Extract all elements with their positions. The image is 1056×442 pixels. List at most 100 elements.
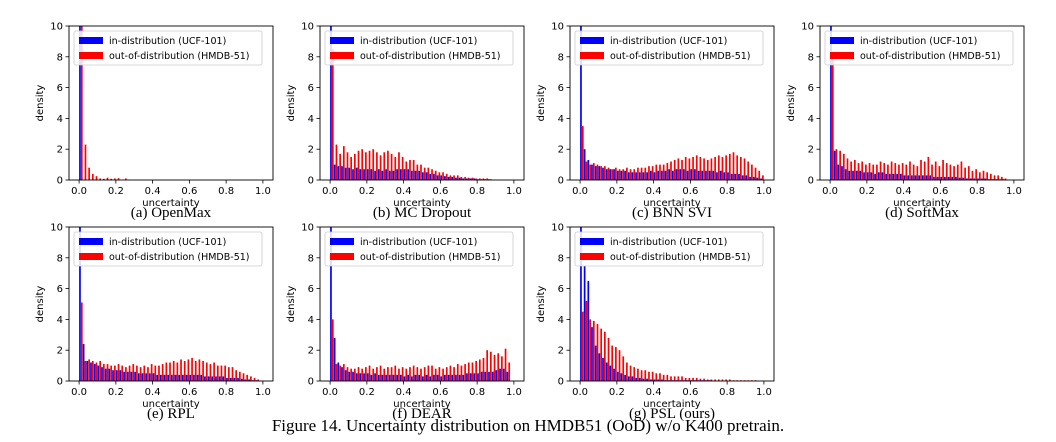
bar-in-distribution <box>583 149 586 180</box>
bar-in-distribution <box>653 172 656 180</box>
bar-out-of-distribution <box>346 367 349 381</box>
bar-out-of-distribution <box>478 178 481 180</box>
bar-out-of-distribution <box>409 159 411 180</box>
bar-out-of-distribution <box>331 49 334 180</box>
legend-swatch-out-of-distribution <box>830 52 854 59</box>
bar-in-distribution <box>341 166 343 180</box>
bar-out-of-distribution <box>618 350 621 381</box>
bar-out-of-distribution <box>361 368 364 381</box>
bar-in-distribution <box>207 376 210 381</box>
bar-in-distribution <box>451 176 454 180</box>
bar-out-of-distribution <box>1001 176 1003 180</box>
bar-out-of-distribution <box>427 167 430 180</box>
legend-swatch-in-distribution <box>580 238 604 245</box>
bar-out-of-distribution <box>357 367 360 381</box>
subplot-caption: (f) DEAR <box>392 406 452 422</box>
bar-in-distribution <box>616 170 619 180</box>
bar-out-of-distribution <box>839 150 841 180</box>
bar-out-of-distribution <box>637 368 639 381</box>
x-tick-label: 0.8 <box>218 387 234 398</box>
y-tick-label: 8 <box>808 52 814 63</box>
bar-out-of-distribution <box>442 172 444 180</box>
bar-out-of-distribution <box>725 155 727 180</box>
plot-frame <box>319 25 525 181</box>
bar-in-distribution <box>366 373 369 381</box>
bar-out-of-distribution <box>585 300 588 381</box>
bar-out-of-distribution <box>117 364 120 381</box>
bar-in-distribution <box>638 172 641 180</box>
bar-out-of-distribution <box>438 367 441 381</box>
bar-in-distribution <box>951 176 954 180</box>
bar-in-distribution <box>244 379 247 381</box>
bar-out-of-distribution <box>960 161 963 180</box>
y-tick-label: 0 <box>558 176 564 187</box>
x-axis-label: uncertainty <box>142 399 200 410</box>
bar-out-of-distribution <box>762 175 764 180</box>
legend-label: in-distribution (UCF-101) <box>610 237 727 248</box>
bar-in-distribution <box>385 374 387 381</box>
bar-out-of-distribution <box>467 362 470 381</box>
bar-in-distribution <box>115 370 118 381</box>
bar-in-distribution <box>745 175 748 180</box>
bar-out-of-distribution <box>497 353 500 381</box>
y-tick-label: 10 <box>551 223 564 234</box>
x-tick-label: 0.0 <box>822 186 838 197</box>
legend-swatch-in-distribution <box>79 37 103 44</box>
bar-out-of-distribution <box>180 359 182 381</box>
y-tick-label: 2 <box>308 346 314 357</box>
bar-in-distribution <box>104 368 107 381</box>
legend-swatch-out-of-distribution <box>580 52 604 59</box>
bar-out-of-distribution <box>938 166 941 180</box>
bar-out-of-distribution <box>125 178 127 180</box>
bar-in-distribution <box>708 170 711 180</box>
bar-in-distribution <box>598 166 601 180</box>
bar-out-of-distribution <box>350 368 353 381</box>
bar-in-distribution <box>833 150 836 180</box>
bar-out-of-distribution <box>706 379 709 381</box>
bar-in-distribution <box>163 374 166 381</box>
bar-in-distribution <box>977 178 979 180</box>
bar-in-distribution <box>877 172 880 180</box>
y-tick-label: 8 <box>57 253 63 264</box>
y-tick-label: 4 <box>57 315 63 326</box>
bar-out-of-distribution <box>927 156 930 180</box>
bar-in-distribution <box>947 176 950 180</box>
bar-out-of-distribution <box>365 152 367 180</box>
bar-out-of-distribution <box>923 161 926 180</box>
bar-in-distribution <box>159 374 162 381</box>
bar-out-of-distribution <box>717 379 720 381</box>
y-tick-label: 8 <box>558 52 564 63</box>
chart-panel-6: 0.0 0.2 0.4 0.6 0.8 1.0 0 2 4 6 8 10 uncertainty dens… <box>286 223 525 422</box>
bar-in-distribution <box>466 373 468 381</box>
bars-group <box>580 227 757 381</box>
bar-in-distribution <box>377 169 380 180</box>
y-tick-label: 8 <box>308 253 314 264</box>
bar-in-distribution <box>97 365 100 381</box>
bar-in-distribution <box>403 376 406 381</box>
y-tick-label: 4 <box>808 114 814 125</box>
bar-in-distribution <box>683 169 685 180</box>
bar-out-of-distribution <box>622 169 625 180</box>
y-tick-label: 10 <box>301 22 314 33</box>
bar-out-of-distribution <box>615 167 617 180</box>
bar-out-of-distribution <box>850 161 853 180</box>
legend: in-distribution (UCF-101) out-of-distribu… <box>574 30 764 66</box>
bar-in-distribution <box>425 172 428 180</box>
bar-out-of-distribution <box>607 337 610 381</box>
legend-swatch-in-distribution <box>580 37 604 44</box>
y-tick-label: 2 <box>57 346 63 357</box>
bar-out-of-distribution <box>227 367 230 381</box>
bar-in-distribution <box>660 170 663 180</box>
legend-label: out-of-distribution (HMDB-51) <box>109 51 250 62</box>
y-tick-label: 6 <box>558 284 564 295</box>
bar-in-distribution <box>874 173 876 180</box>
bar-out-of-distribution <box>88 359 90 381</box>
bar-out-of-distribution <box>187 359 190 381</box>
bar-out-of-distribution <box>114 365 116 381</box>
bar-in-distribution <box>980 178 983 180</box>
bar-in-distribution <box>377 374 380 381</box>
bar-in-distribution <box>594 345 597 381</box>
bar-in-distribution <box>341 367 343 381</box>
bar-in-distribution <box>583 265 586 381</box>
x-tick-label: 0.6 <box>682 186 698 197</box>
